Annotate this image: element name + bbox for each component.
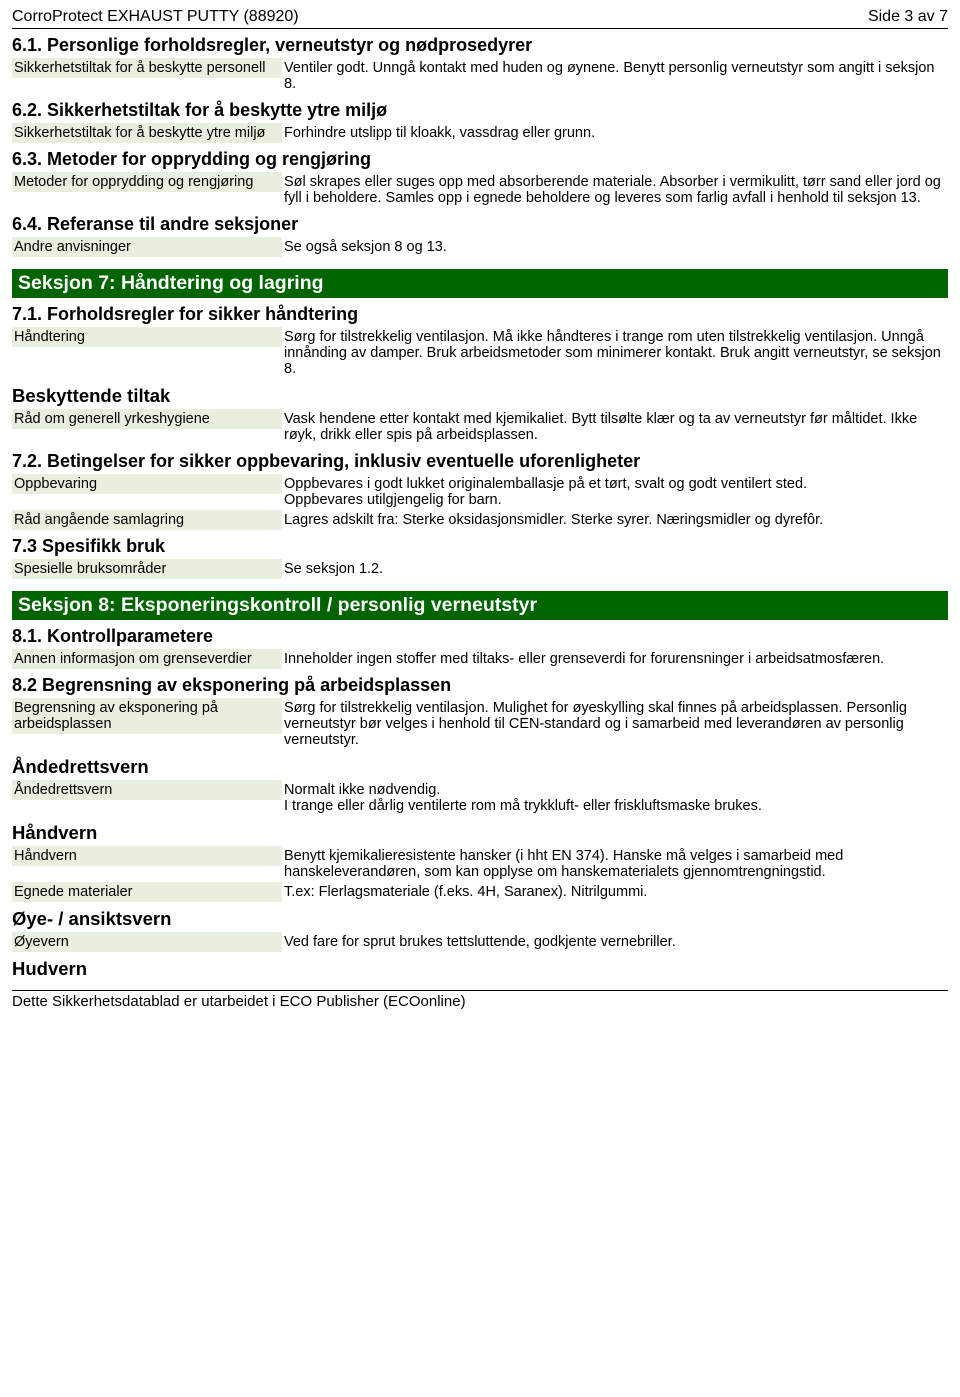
label-7-1b: Råd om generell yrkeshygiene bbox=[12, 409, 282, 429]
label-6-1: Sikkerhetstiltak for å beskytte personel… bbox=[12, 58, 282, 78]
row-egnede-materialer: Egnede materialer T.ex: Flerlagsmaterial… bbox=[12, 882, 948, 902]
heading-6-1: 6.1. Personlige forholdsregler, verneuts… bbox=[12, 35, 948, 56]
label-7-2a: Oppbevaring bbox=[12, 474, 282, 494]
heading-andedrettsvern: Åndedrettsvern bbox=[12, 756, 948, 778]
value-8-2: Sørg for tilstrekkelig ventilasjon. Muli… bbox=[282, 698, 948, 750]
row-andedrettsvern: Åndedrettsvern Normalt ikke nødvendig. I… bbox=[12, 780, 948, 816]
heading-7-1: 7.1. Forholdsregler for sikker håndterin… bbox=[12, 304, 948, 325]
value-oyevern: Ved fare for sprut brukes tettsluttende,… bbox=[282, 932, 948, 952]
value-7-1: Sørg for tilstrekkelig ventilasjon. Må i… bbox=[282, 327, 948, 379]
row-8-1: Annen informasjon om grenseverdier Inneh… bbox=[12, 649, 948, 669]
value-7-3: Se seksjon 1.2. bbox=[282, 559, 948, 579]
row-7-2a: Oppbevaring Oppbevares i godt lukket ori… bbox=[12, 474, 948, 510]
heading-beskyttende: Beskyttende tiltak bbox=[12, 385, 948, 407]
heading-8-2: 8.2 Begrensning av eksponering på arbeid… bbox=[12, 675, 948, 696]
heading-7-2: 7.2. Betingelser for sikker oppbevaring,… bbox=[12, 451, 948, 472]
heading-6-4: 6.4. Referanse til andre seksjoner bbox=[12, 214, 948, 235]
heading-6-2: 6.2. Sikkerhetstiltak for å beskytte ytr… bbox=[12, 100, 948, 121]
label-7-3: Spesielle bruksområder bbox=[12, 559, 282, 579]
row-7-1b: Råd om generell yrkeshygiene Vask henden… bbox=[12, 409, 948, 445]
label-7-2b: Råd angående samlagring bbox=[12, 510, 282, 530]
label-oyevern: Øyevern bbox=[12, 932, 282, 952]
page-header: CorroProtect EXHAUST PUTTY (88920) Side … bbox=[12, 8, 948, 29]
value-handvern: Benytt kjemikalieresistente hansker (i h… bbox=[282, 846, 948, 882]
row-6-4: Andre anvisninger Se også seksjon 8 og 1… bbox=[12, 237, 948, 257]
section-7-bar: Seksjon 7: Håndtering og lagring bbox=[12, 269, 948, 298]
value-7-2b: Lagres adskilt fra: Sterke oksidasjonsmi… bbox=[282, 510, 948, 530]
label-6-2: Sikkerhetstiltak for å beskytte ytre mil… bbox=[12, 123, 282, 143]
label-egnede: Egnede materialer bbox=[12, 882, 282, 902]
label-andedrettsvern: Åndedrettsvern bbox=[12, 780, 282, 800]
value-7-2a: Oppbevares i godt lukket originalemballa… bbox=[282, 474, 948, 510]
heading-6-3: 6.3. Metoder for opprydding og rengjørin… bbox=[12, 149, 948, 170]
row-6-1: Sikkerhetstiltak for å beskytte personel… bbox=[12, 58, 948, 94]
label-8-1: Annen informasjon om grenseverdier bbox=[12, 649, 282, 669]
heading-oyevern: Øye- / ansiktsvern bbox=[12, 908, 948, 930]
row-oyevern: Øyevern Ved fare for sprut brukes tettsl… bbox=[12, 932, 948, 952]
value-6-2: Forhindre utslipp til kloakk, vassdrag e… bbox=[282, 123, 948, 143]
section-8-bar: Seksjon 8: Eksponeringskontroll / person… bbox=[12, 591, 948, 620]
value-andedrettsvern: Normalt ikke nødvendig. I trange eller d… bbox=[282, 780, 948, 816]
heading-8-1: 8.1. Kontrollparametere bbox=[12, 626, 948, 647]
footer-text: Dette Sikkerhetsdatablad er utarbeidet i… bbox=[0, 991, 960, 1018]
page-number: Side 3 av 7 bbox=[868, 8, 948, 26]
header-title: CorroProtect EXHAUST PUTTY (88920) bbox=[12, 8, 299, 26]
value-8-1: Inneholder ingen stoffer med tiltaks- el… bbox=[282, 649, 948, 669]
heading-handvern: Håndvern bbox=[12, 822, 948, 844]
row-6-2: Sikkerhetstiltak for å beskytte ytre mil… bbox=[12, 123, 948, 143]
row-7-3: Spesielle bruksområder Se seksjon 1.2. bbox=[12, 559, 948, 579]
heading-hudvern: Hudvern bbox=[12, 958, 948, 980]
label-handvern: Håndvern bbox=[12, 846, 282, 866]
row-8-2: Begrensning av eksponering på arbeidspla… bbox=[12, 698, 948, 750]
row-handvern: Håndvern Benytt kjemikalieresistente han… bbox=[12, 846, 948, 882]
heading-7-3: 7.3 Spesifikk bruk bbox=[12, 536, 948, 557]
value-6-3: Søl skrapes eller suges opp med absorber… bbox=[282, 172, 948, 208]
value-egnede: T.ex: Flerlagsmateriale (f.eks. 4H, Sara… bbox=[282, 882, 948, 902]
label-7-1: Håndtering bbox=[12, 327, 282, 347]
value-6-1: Ventiler godt. Unngå kontakt med huden o… bbox=[282, 58, 948, 94]
label-8-2: Begrensning av eksponering på arbeidspla… bbox=[12, 698, 282, 734]
row-7-2b: Råd angående samlagring Lagres adskilt f… bbox=[12, 510, 948, 530]
value-6-4: Se også seksjon 8 og 13. bbox=[282, 237, 948, 257]
label-6-4: Andre anvisninger bbox=[12, 237, 282, 257]
value-7-1b: Vask hendene etter kontakt med kjemikali… bbox=[282, 409, 948, 445]
row-7-1: Håndtering Sørg for tilstrekkelig ventil… bbox=[12, 327, 948, 379]
row-6-3: Metoder for opprydding og rengjøring Søl… bbox=[12, 172, 948, 208]
label-6-3: Metoder for opprydding og rengjøring bbox=[12, 172, 282, 192]
